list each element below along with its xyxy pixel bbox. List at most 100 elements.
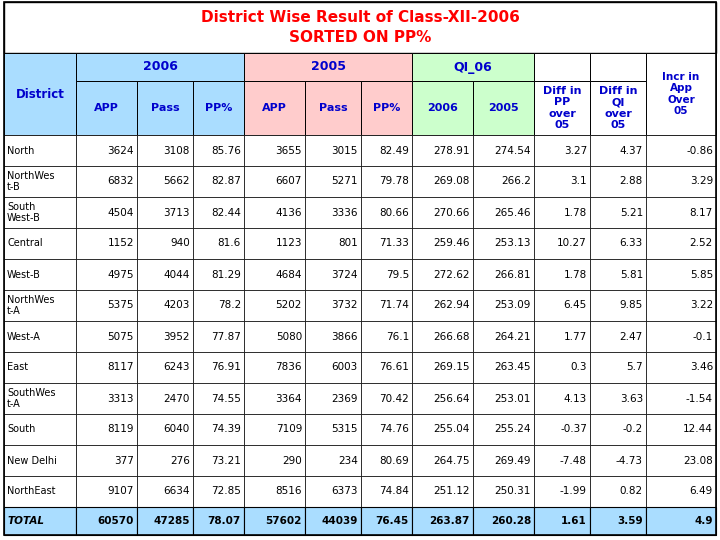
Bar (646, 135, 716, 166)
Text: 78.07: 78.07 (208, 516, 241, 526)
Text: 1.78: 1.78 (564, 207, 587, 218)
Text: 3.1: 3.1 (570, 177, 587, 186)
Bar (534, 507, 590, 535)
Text: 270.66: 270.66 (433, 207, 470, 218)
Text: -1.99: -1.99 (560, 487, 587, 496)
Bar (412, 445, 473, 476)
Bar (473, 352, 534, 383)
Bar (244, 445, 305, 476)
Bar (137, 476, 193, 507)
Bar (137, 81, 193, 135)
Text: 259.46: 259.46 (433, 239, 470, 248)
Bar (4, 53, 76, 135)
Text: 5202: 5202 (276, 300, 302, 310)
Bar (361, 197, 412, 228)
Text: 5075: 5075 (107, 332, 134, 341)
Text: 4504: 4504 (107, 207, 134, 218)
Text: 80.66: 80.66 (379, 207, 409, 218)
Text: 234: 234 (338, 456, 358, 465)
Text: 3713: 3713 (163, 207, 190, 218)
Bar (4, 383, 76, 414)
Bar (646, 507, 716, 535)
Text: 4.9: 4.9 (695, 516, 713, 526)
Bar (76, 445, 137, 476)
Bar (361, 228, 412, 259)
Text: 80.69: 80.69 (379, 456, 409, 465)
Text: 3.59: 3.59 (617, 516, 643, 526)
Bar (244, 166, 305, 197)
Text: 72.85: 72.85 (211, 487, 241, 496)
Bar (193, 166, 244, 197)
Bar (305, 228, 361, 259)
Bar (590, 321, 646, 352)
Text: 256.64: 256.64 (433, 394, 470, 403)
Bar (534, 259, 590, 290)
Bar (244, 352, 305, 383)
Bar (244, 228, 305, 259)
Bar (244, 383, 305, 414)
Bar (412, 135, 473, 166)
Bar (473, 259, 534, 290)
Bar (646, 228, 716, 259)
Bar (412, 259, 473, 290)
Text: 1.78: 1.78 (564, 269, 587, 280)
Text: 5.7: 5.7 (626, 362, 643, 373)
Bar (590, 81, 646, 135)
Text: 70.42: 70.42 (379, 394, 409, 403)
Bar (590, 166, 646, 197)
Text: 8.17: 8.17 (690, 207, 713, 218)
Text: South
West-B: South West-B (7, 202, 41, 224)
Text: 3732: 3732 (331, 300, 358, 310)
Text: APP: APP (262, 103, 287, 113)
Bar (4, 135, 76, 166)
Text: 266.2: 266.2 (501, 177, 531, 186)
Text: 3336: 3336 (331, 207, 358, 218)
Text: -1.54: -1.54 (686, 394, 713, 403)
Bar (76, 507, 137, 535)
Bar (137, 507, 193, 535)
Bar (305, 135, 361, 166)
Bar (193, 135, 244, 166)
Text: 264.21: 264.21 (495, 332, 531, 341)
Bar (412, 228, 473, 259)
Text: 255.24: 255.24 (495, 424, 531, 435)
Text: 260.28: 260.28 (491, 516, 531, 526)
Bar (137, 135, 193, 166)
Text: 73.21: 73.21 (211, 456, 241, 465)
Text: 4044: 4044 (163, 269, 190, 280)
Text: 74.76: 74.76 (379, 424, 409, 435)
Bar (76, 476, 137, 507)
Bar (590, 290, 646, 321)
Text: 60570: 60570 (98, 516, 134, 526)
Bar (534, 414, 590, 445)
Bar (473, 166, 534, 197)
Text: 3655: 3655 (276, 145, 302, 156)
Text: 1.61: 1.61 (562, 516, 587, 526)
Bar (137, 228, 193, 259)
Bar (193, 352, 244, 383)
Bar (473, 321, 534, 352)
Text: 2470: 2470 (163, 394, 190, 403)
Text: 3.22: 3.22 (690, 300, 713, 310)
Text: 3108: 3108 (163, 145, 190, 156)
Text: 266.68: 266.68 (433, 332, 470, 341)
Text: 74.55: 74.55 (211, 394, 241, 403)
Text: 269.49: 269.49 (495, 456, 531, 465)
Text: 265.46: 265.46 (495, 207, 531, 218)
Bar (473, 228, 534, 259)
Bar (534, 445, 590, 476)
Text: 3.46: 3.46 (690, 362, 713, 373)
Text: 3.29: 3.29 (690, 177, 713, 186)
Text: 3015: 3015 (332, 145, 358, 156)
Text: 3364: 3364 (276, 394, 302, 403)
Text: -0.1: -0.1 (693, 332, 713, 341)
Bar (534, 166, 590, 197)
Text: 23.08: 23.08 (683, 456, 713, 465)
Text: 76.1: 76.1 (386, 332, 409, 341)
Bar (244, 81, 305, 135)
Bar (305, 259, 361, 290)
Bar (473, 476, 534, 507)
Bar (193, 445, 244, 476)
Bar (534, 197, 590, 228)
Bar (590, 507, 646, 535)
